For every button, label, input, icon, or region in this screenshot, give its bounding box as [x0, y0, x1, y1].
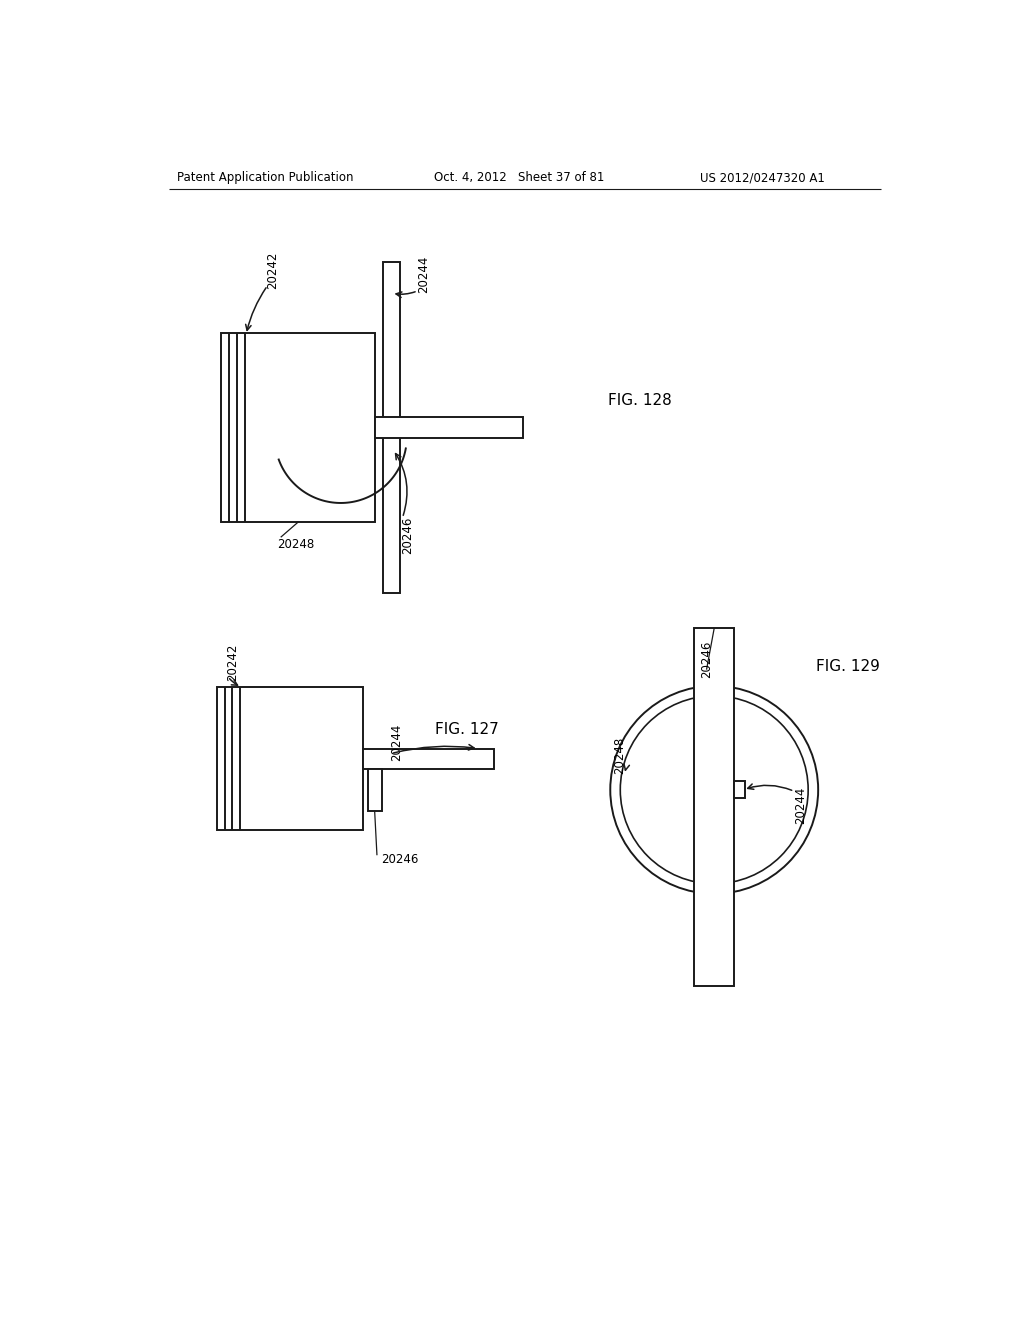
Text: 20246: 20246: [700, 640, 713, 677]
Text: 20248: 20248: [278, 539, 314, 552]
Bar: [383, 263, 400, 594]
Text: Oct. 4, 2012   Sheet 37 of 81: Oct. 4, 2012 Sheet 37 of 81: [434, 172, 604, 185]
Bar: [376, 417, 523, 438]
Bar: [364, 748, 494, 768]
Text: Patent Application Publication: Patent Application Publication: [177, 172, 353, 185]
Text: 20246: 20246: [381, 853, 418, 866]
Text: 20244: 20244: [417, 255, 430, 293]
Bar: [221, 333, 376, 521]
Text: FIG. 128: FIG. 128: [608, 393, 672, 408]
Text: 20244: 20244: [794, 787, 807, 824]
Bar: [217, 688, 364, 830]
Bar: [694, 628, 734, 986]
Text: 20246: 20246: [401, 517, 415, 554]
Text: 20248: 20248: [613, 737, 626, 774]
Bar: [368, 768, 382, 810]
Bar: [734, 781, 745, 799]
Text: 20242: 20242: [226, 644, 240, 681]
Text: FIG. 127: FIG. 127: [435, 722, 499, 738]
Text: US 2012/0247320 A1: US 2012/0247320 A1: [699, 172, 824, 185]
Text: 20244: 20244: [390, 723, 402, 760]
Text: FIG. 129: FIG. 129: [816, 659, 880, 675]
Text: 20242: 20242: [266, 251, 280, 289]
